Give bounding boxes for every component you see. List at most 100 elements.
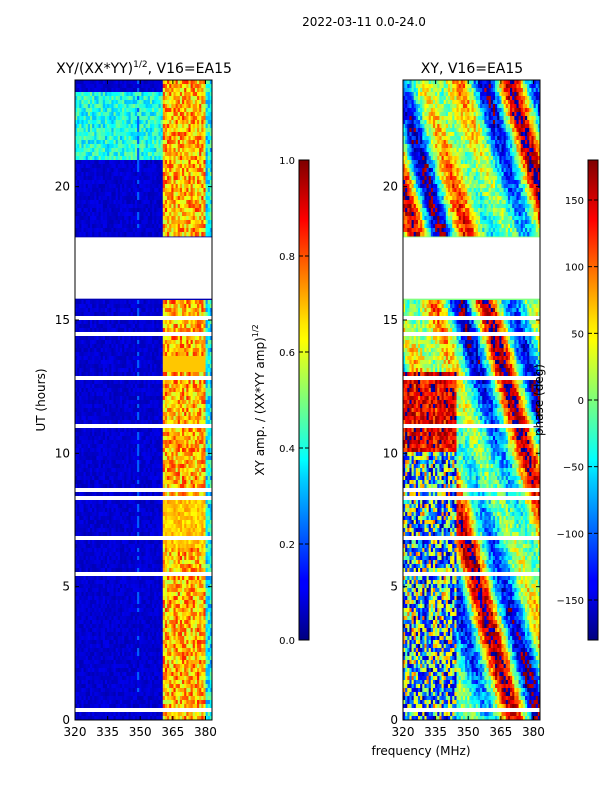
amplitude-cell (102, 140, 106, 145)
amplitude-cell (124, 360, 127, 365)
amplitude-cell (115, 164, 119, 169)
amplitude-cell (143, 320, 147, 325)
amplitude-cell (203, 328, 207, 333)
amplitude-cell (143, 220, 147, 225)
amplitude-cell (77, 216, 80, 221)
amplitude-cell (156, 120, 159, 125)
amplitude-cell (134, 200, 138, 205)
amplitude-cell (87, 300, 91, 305)
amplitude-cell (179, 192, 183, 197)
amplitude-cell (173, 168, 177, 173)
amplitude-cell (87, 108, 91, 113)
amplitude-cell (175, 176, 179, 181)
amplitude-cell (158, 220, 162, 225)
amplitude-cell (115, 308, 119, 313)
amplitude-cell (162, 232, 166, 237)
amplitude-cell (77, 308, 80, 313)
amplitude-cell (75, 160, 78, 165)
amplitude-cell (164, 124, 168, 129)
amplitude-cell (98, 300, 102, 305)
amplitude-cell (104, 372, 108, 377)
amplitude-cell (190, 168, 194, 173)
amplitude-cell (111, 300, 115, 305)
amplitude-cell (207, 144, 211, 149)
amplitude-cell (173, 132, 177, 137)
amplitude-cell (115, 360, 119, 365)
amplitude-cell (158, 336, 162, 341)
amplitude-cell (107, 304, 110, 309)
amplitude-cell (205, 96, 209, 101)
amplitude-cell (171, 164, 174, 169)
amplitude-cell (89, 208, 93, 213)
amplitude-cell (77, 304, 80, 309)
amplitude-cell (104, 380, 108, 385)
amplitude-cell (111, 344, 115, 349)
amplitude-cell (145, 320, 149, 325)
amplitude-cell (139, 152, 142, 157)
amplitude-cell (104, 320, 108, 325)
amplitude-cell (109, 344, 112, 349)
amplitude-cell (179, 136, 183, 141)
amplitude-cell (122, 368, 125, 373)
amplitude-cell (122, 84, 125, 89)
amplitude-cell (111, 228, 115, 233)
amplitude-cell (197, 368, 200, 373)
amplitude-cell (89, 352, 93, 357)
amplitude-cell (113, 212, 117, 217)
amplitude-cell (119, 160, 123, 165)
amplitude-cell (75, 300, 78, 305)
amplitude-cell (111, 88, 115, 93)
amplitude-cell (96, 312, 100, 317)
amplitude-cell (199, 212, 202, 217)
amplitude-cell (126, 224, 130, 229)
amplitude-cell (128, 120, 132, 125)
amplitude-cell (207, 136, 211, 141)
amplitude-cell (122, 132, 125, 137)
amplitude-cell (152, 148, 155, 153)
amplitude-cell (169, 88, 172, 93)
amplitude-cell (162, 160, 166, 165)
amplitude-cell (113, 340, 117, 345)
amplitude-cell (154, 104, 157, 109)
amplitude-cell (164, 356, 168, 361)
amplitude-cell (149, 368, 153, 373)
amplitude-cell (167, 200, 170, 205)
amplitude-cell (184, 352, 187, 357)
amplitude-cell (81, 304, 85, 309)
amplitude-cell (100, 148, 104, 153)
amplitude-cell (143, 108, 147, 113)
amplitude-cell (145, 348, 149, 353)
amplitude-cell (85, 384, 89, 389)
amplitude-cell (126, 168, 130, 173)
amplitude-cell (190, 156, 194, 161)
amplitude-cell (94, 356, 97, 361)
amplitude-cell (137, 208, 140, 213)
amplitude-cell (164, 364, 168, 369)
amplitude-cell (188, 160, 192, 165)
amplitude-cell (94, 208, 97, 213)
amplitude-cell (85, 192, 89, 197)
amplitude-cell (192, 112, 196, 117)
amplitude-cell (139, 108, 142, 113)
amplitude-cell (77, 232, 80, 237)
amplitude-cell (96, 148, 100, 153)
amplitude-cell (94, 224, 97, 229)
amplitude-cell (126, 352, 130, 357)
amplitude-cell (173, 192, 177, 197)
amplitude-cell (149, 116, 153, 121)
amplitude-cell (158, 104, 162, 109)
amplitude-cell (199, 320, 202, 325)
amplitude-cell (184, 184, 187, 189)
amplitude-cell (169, 308, 172, 313)
amplitude-cell (81, 384, 85, 389)
amplitude-cell (83, 344, 87, 349)
amplitude-cell (143, 188, 147, 193)
amplitude-cell (205, 188, 209, 193)
amplitude-cell (117, 312, 121, 317)
amplitude-cell (147, 380, 151, 385)
amplitude-cell (96, 232, 100, 237)
amplitude-cell (107, 116, 110, 121)
amplitude-cell (197, 352, 200, 357)
amplitude-cell (75, 212, 78, 217)
amplitude-cell (94, 136, 97, 141)
